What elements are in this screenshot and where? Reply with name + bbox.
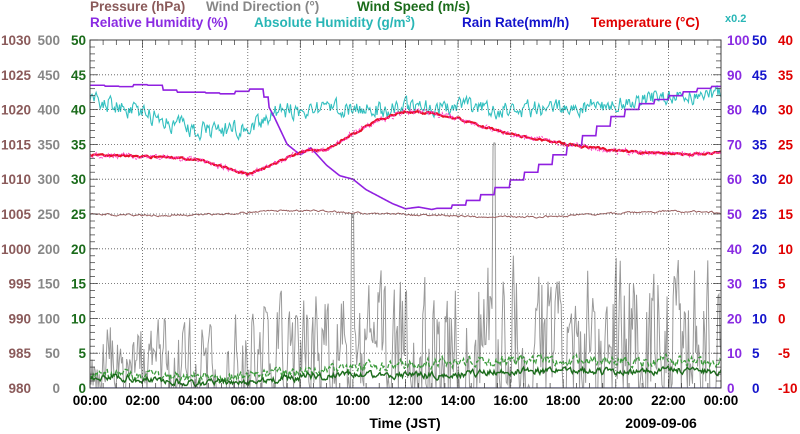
svg-text:10: 10 (752, 311, 767, 326)
svg-text:45: 45 (752, 68, 768, 83)
svg-text:980: 980 (8, 381, 31, 396)
svg-text:300: 300 (37, 172, 60, 187)
svg-text:02:00: 02:00 (125, 393, 160, 408)
svg-text:Relative Humidity (%): Relative Humidity (%) (90, 15, 228, 30)
svg-text:Wind Speed (m/s): Wind Speed (m/s) (357, 0, 470, 14)
svg-text:350: 350 (37, 137, 60, 152)
svg-text:80: 80 (727, 103, 742, 118)
svg-text:15: 15 (778, 207, 794, 222)
svg-text:150: 150 (37, 277, 60, 292)
svg-text:Time (JST): Time (JST) (369, 415, 440, 431)
svg-text:12:00: 12:00 (388, 393, 423, 408)
svg-text:35: 35 (752, 137, 768, 152)
svg-text:100: 100 (727, 33, 750, 48)
svg-text:50: 50 (71, 33, 86, 48)
svg-text:45: 45 (71, 68, 87, 83)
svg-text:50: 50 (727, 207, 742, 222)
svg-text:5: 5 (78, 346, 86, 361)
svg-text:25: 25 (752, 207, 768, 222)
svg-text:25: 25 (71, 207, 87, 222)
svg-text:200: 200 (37, 242, 60, 257)
svg-text:30: 30 (778, 103, 793, 118)
svg-text:10: 10 (727, 346, 742, 361)
svg-text:10: 10 (778, 242, 793, 257)
svg-text:08:00: 08:00 (283, 393, 318, 408)
svg-text:5: 5 (778, 277, 786, 292)
svg-text:0: 0 (778, 311, 786, 326)
svg-text:0: 0 (52, 381, 60, 396)
svg-text:00:00: 00:00 (73, 393, 108, 408)
svg-text:Rain Rate(mm/h): Rain Rate(mm/h) (462, 15, 569, 30)
svg-text:1010: 1010 (1, 172, 31, 187)
svg-text:x0.2: x0.2 (725, 13, 746, 25)
svg-text:1005: 1005 (1, 207, 32, 222)
svg-text:10: 10 (71, 311, 86, 326)
svg-text:40: 40 (752, 103, 767, 118)
svg-text:995: 995 (8, 277, 31, 292)
svg-text:40: 40 (727, 242, 742, 257)
svg-text:06:00: 06:00 (231, 393, 266, 408)
svg-text:70: 70 (727, 137, 742, 152)
svg-text:90: 90 (727, 68, 742, 83)
svg-text:100: 100 (37, 311, 60, 326)
svg-text:1015: 1015 (1, 137, 32, 152)
svg-text:1000: 1000 (1, 242, 31, 257)
svg-text:Temperature (°C): Temperature (°C) (591, 15, 700, 30)
svg-text:Wind Direction (°): Wind Direction (°) (206, 0, 319, 14)
svg-text:0: 0 (752, 381, 760, 396)
svg-text:400: 400 (37, 103, 60, 118)
svg-text:450: 450 (37, 68, 60, 83)
svg-text:30: 30 (727, 277, 742, 292)
svg-text:1025: 1025 (1, 68, 32, 83)
svg-text:60: 60 (727, 172, 742, 187)
svg-text:35: 35 (71, 137, 87, 152)
svg-text:30: 30 (71, 172, 86, 187)
svg-text:04:00: 04:00 (178, 393, 213, 408)
svg-text:40: 40 (778, 33, 793, 48)
svg-text:10:00: 10:00 (336, 393, 371, 408)
svg-text:35: 35 (778, 68, 794, 83)
svg-text:20: 20 (752, 242, 767, 257)
svg-text:500: 500 (37, 33, 60, 48)
svg-text:2009-09-06: 2009-09-06 (625, 415, 697, 431)
svg-text:25: 25 (778, 137, 794, 152)
svg-text:50: 50 (752, 33, 767, 48)
svg-text:22:00: 22:00 (651, 393, 686, 408)
svg-text:40: 40 (71, 103, 86, 118)
svg-text:1020: 1020 (1, 103, 31, 118)
svg-text:Pressure (hPa): Pressure (hPa) (90, 0, 185, 14)
svg-text:00:00: 00:00 (704, 393, 739, 408)
svg-text:16:00: 16:00 (493, 393, 528, 408)
svg-text:15: 15 (71, 277, 87, 292)
svg-text:20: 20 (727, 311, 742, 326)
svg-text:-5: -5 (778, 346, 790, 361)
svg-text:50: 50 (45, 346, 60, 361)
svg-text:30: 30 (752, 172, 767, 187)
svg-text:18:00: 18:00 (546, 393, 581, 408)
svg-text:-10: -10 (778, 381, 798, 396)
svg-text:250: 250 (37, 207, 60, 222)
svg-text:20:00: 20:00 (599, 393, 634, 408)
svg-text:990: 990 (8, 311, 31, 326)
svg-text:5: 5 (752, 346, 760, 361)
svg-text:14:00: 14:00 (441, 393, 476, 408)
svg-text:20: 20 (71, 242, 86, 257)
svg-text:Absolute Humidity (g/m3): Absolute Humidity (g/m3) (254, 14, 415, 30)
svg-text:1030: 1030 (1, 33, 31, 48)
svg-text:985: 985 (8, 346, 31, 361)
svg-text:20: 20 (778, 172, 793, 187)
svg-text:15: 15 (752, 277, 768, 292)
